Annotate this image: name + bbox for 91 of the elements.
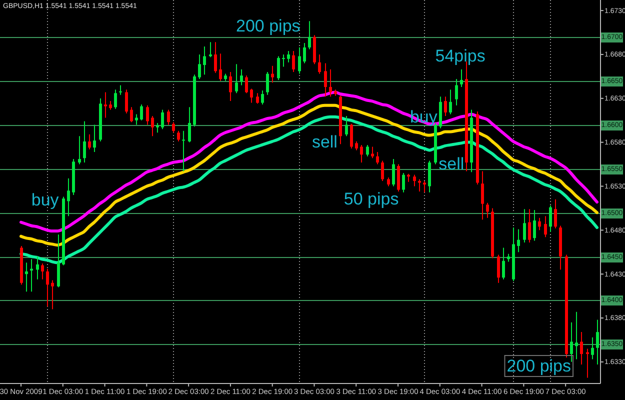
candlestick: [444, 96, 447, 116]
candlestick: [298, 46, 301, 74]
candlestick: [428, 160, 431, 193]
candlestick: [554, 198, 557, 229]
candlestick: [575, 311, 578, 360]
candlestick: [481, 170, 484, 220]
candlestick: [57, 234, 60, 288]
candlestick: [104, 92, 107, 118]
candlestick: [580, 332, 583, 366]
candlestick: [182, 130, 185, 172]
line-series: [20, 104, 598, 247]
annotation: sell: [438, 154, 464, 174]
candlestick: [497, 254, 500, 284]
candlestick: [146, 104, 149, 126]
candlestick: [151, 115, 154, 137]
candlestick: [287, 50, 290, 63]
candlestick: [591, 336, 594, 360]
candlestick: [455, 78, 458, 106]
candlestick: [413, 174, 416, 187]
candlestick: [271, 65, 274, 84]
candlestick: [41, 263, 44, 280]
candlestick: [114, 89, 117, 110]
candlestick: [318, 54, 321, 74]
candlestick: [544, 216, 547, 238]
candlestick: [303, 42, 306, 64]
candlestick: [125, 89, 128, 114]
candlestick: [308, 20, 311, 50]
candlestick: [486, 202, 489, 218]
candlestick: [570, 322, 573, 362]
candlestick: [203, 46, 206, 76]
candlestick: [161, 109, 164, 130]
candlestick: [250, 88, 253, 104]
candlestick: [240, 68, 243, 86]
candlestick: [266, 72, 269, 96]
candlestick: [198, 54, 201, 80]
candlestick: [93, 124, 96, 152]
candlestick: [397, 164, 400, 192]
candlestick: [360, 144, 363, 164]
candlestick: [188, 106, 191, 143]
candlestick: [172, 122, 175, 134]
candlestick: [528, 208, 531, 243]
annotation: 200 pips: [236, 16, 300, 36]
candlestick: [229, 72, 232, 102]
candlestick: [517, 228, 520, 253]
candlestick: [449, 89, 452, 115]
candlestick: [67, 178, 70, 217]
candlestick: [402, 172, 405, 193]
candlestick: [549, 205, 552, 232]
annotation: sell: [312, 132, 338, 152]
candlestick: [533, 209, 536, 242]
candlestick: [177, 130, 180, 142]
candlestick: [329, 68, 332, 98]
candlestick: [423, 180, 426, 193]
candlestick: [277, 56, 280, 80]
candlestick: [245, 75, 248, 94]
candlestick: [371, 146, 374, 159]
candlestick: [219, 53, 222, 82]
candlestick: [36, 256, 39, 280]
candlestick: [366, 144, 369, 157]
candlestick: [292, 50, 295, 73]
candlestick: [324, 62, 327, 98]
annotation: 54pips: [435, 46, 486, 66]
candlestick: [523, 208, 526, 243]
candlestick: [345, 115, 348, 137]
candlestick: [83, 120, 86, 164]
candlestick: [596, 319, 599, 366]
candlestick: [261, 90, 264, 106]
candlestick: [167, 109, 170, 126]
candlestick: [376, 151, 379, 165]
candlestick: [140, 104, 143, 121]
candlestick: [282, 54, 285, 68]
candlestick: [51, 280, 54, 310]
candlestick: [46, 268, 49, 308]
candlestick: [25, 262, 28, 292]
candlestick: [502, 247, 505, 280]
candlestick: [78, 136, 81, 165]
candlestick: [350, 123, 353, 149]
candlestick: [130, 106, 133, 123]
candlestick: [381, 160, 384, 182]
candlestick: [538, 217, 541, 231]
candlestick: [214, 42, 217, 74]
annotation: 50 pips: [344, 190, 399, 208]
candlestick: [135, 114, 138, 126]
candlestick: [256, 92, 259, 104]
candlestick: [392, 158, 395, 187]
candlestick: [235, 64, 238, 94]
candlestick: [88, 134, 91, 150]
candlestick: [119, 84, 122, 96]
annotation: buy: [31, 190, 60, 210]
candlestick: [156, 122, 159, 134]
candlestick: [460, 68, 463, 88]
